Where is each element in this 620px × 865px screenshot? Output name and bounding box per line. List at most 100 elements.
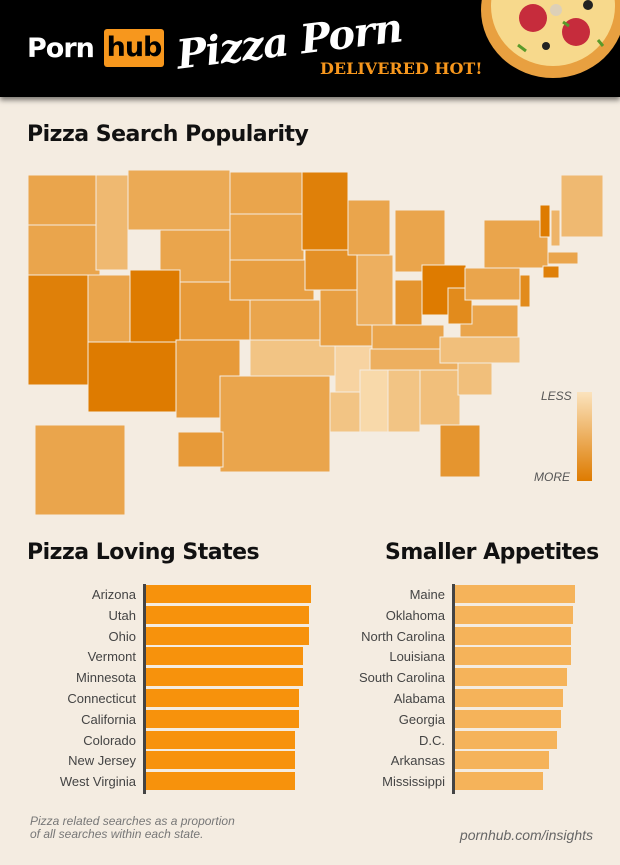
us-map <box>27 169 604 516</box>
bar-row: California <box>3 709 303 730</box>
logo-porn: Porn <box>27 33 95 64</box>
state-pa <box>464 267 521 301</box>
logo-hub: hub <box>104 29 164 67</box>
legend-more: MORE <box>534 470 570 484</box>
bar <box>146 605 309 624</box>
bar <box>146 689 299 707</box>
bar <box>455 668 567 687</box>
source-link[interactable]: pornhub.com/insights <box>459 827 593 843</box>
bar-label: South Carolina <box>359 670 445 686</box>
bar-label: Arkansas <box>390 753 445 769</box>
footnote-line2: of all searches within each state. <box>30 827 204 841</box>
footnote: Pizza related searches as a proportion o… <box>30 815 235 841</box>
bar-row: Mississippi <box>312 771 612 792</box>
state-ms <box>359 369 389 433</box>
bar-label: Louisiana <box>389 649 445 665</box>
state-ct <box>542 265 560 279</box>
bar <box>146 751 295 770</box>
state-nc <box>439 336 521 364</box>
header-tagline: DELIVERED HOT! <box>320 59 483 78</box>
legend-less: LESS <box>541 389 572 403</box>
bar-row: Louisiana <box>312 646 612 667</box>
state-mi <box>394 209 446 273</box>
bar-row: West Virginia <box>3 771 303 792</box>
bar-label: Ohio <box>108 628 136 644</box>
bar-row: North Carolina <box>312 626 612 647</box>
bar <box>146 626 309 645</box>
state-ny <box>483 219 549 269</box>
state-nj <box>519 274 531 308</box>
bar-label: California <box>81 711 136 727</box>
chart-axis <box>143 584 146 794</box>
state-ak <box>34 424 126 516</box>
bar-row: Maine <box>312 584 612 605</box>
bar-row: New Jersey <box>3 750 303 771</box>
header: Porn hub Pizza Porn DELIVERED HOT! <box>0 0 620 97</box>
state-nd <box>229 171 303 215</box>
bar-label: D.C. <box>419 732 445 748</box>
bar <box>455 647 571 666</box>
footnote-line1: Pizza related searches as a proportion <box>30 814 235 828</box>
bar-label: Alabama <box>393 691 445 706</box>
bar-label: Minnesota <box>76 670 136 686</box>
bar-row: Connecticut <box>3 688 303 709</box>
state-mn <box>301 171 349 251</box>
bar <box>455 626 571 645</box>
bar-label: Georgia <box>398 711 445 727</box>
bar-row: Minnesota <box>3 667 303 688</box>
bar-row: Utah <box>3 605 309 626</box>
chart-title-appetites: Smaller Appetites <box>385 540 599 565</box>
state-al <box>387 369 421 433</box>
bar-row: Arizona <box>3 584 311 605</box>
bar <box>146 668 303 687</box>
state-hi <box>177 431 224 468</box>
state-il <box>356 254 394 326</box>
state-mt <box>127 169 231 231</box>
state-ia <box>304 249 358 291</box>
bar-label: Vermont <box>87 649 136 665</box>
bar <box>146 647 303 666</box>
bar-label: West Virginia <box>59 774 136 790</box>
bar-label: Oklahoma <box>385 607 445 623</box>
bar-row: D.C. <box>312 730 612 751</box>
pizza-icon <box>481 0 620 78</box>
state-az <box>87 341 177 413</box>
bar <box>455 730 557 749</box>
bar-row: Vermont <box>3 646 303 667</box>
bar-row: Colorado <box>3 730 303 751</box>
state-ma <box>547 251 579 265</box>
bar <box>455 772 543 791</box>
state-nh <box>550 209 561 247</box>
state-ky <box>371 324 445 350</box>
bar <box>455 689 563 707</box>
bar <box>146 730 295 749</box>
bar <box>455 605 573 624</box>
bar <box>455 709 561 728</box>
bar-row: Arkansas <box>312 750 612 771</box>
bar-label: Arizona <box>91 587 136 602</box>
bar-label: Utah <box>108 607 136 623</box>
state-fl <box>439 424 481 478</box>
bar-row: Alabama <box>312 688 612 709</box>
state-in <box>394 279 423 331</box>
bar-label: Connecticut <box>67 691 136 706</box>
bar-row: Oklahoma <box>312 605 612 626</box>
chart-title-loving: Pizza Loving States <box>27 540 260 565</box>
bar <box>146 772 295 791</box>
bar-row: South Carolina <box>312 667 612 688</box>
chart-axis <box>452 584 455 794</box>
bar-label: Mississippi <box>382 774 445 790</box>
bar-label: New Jersey <box>68 753 136 769</box>
state-me <box>560 174 604 238</box>
state-sd <box>229 213 305 261</box>
bar <box>146 709 299 728</box>
map-title: Pizza Search Popularity <box>27 122 309 147</box>
bar-label: Colorado <box>83 732 136 748</box>
state-or <box>27 224 101 276</box>
bar-row: Ohio <box>3 626 309 647</box>
state-id <box>95 174 129 271</box>
state-ne <box>229 259 315 301</box>
state-vt <box>539 204 551 238</box>
state-sc <box>457 361 493 396</box>
bar-row: Georgia <box>312 709 612 730</box>
